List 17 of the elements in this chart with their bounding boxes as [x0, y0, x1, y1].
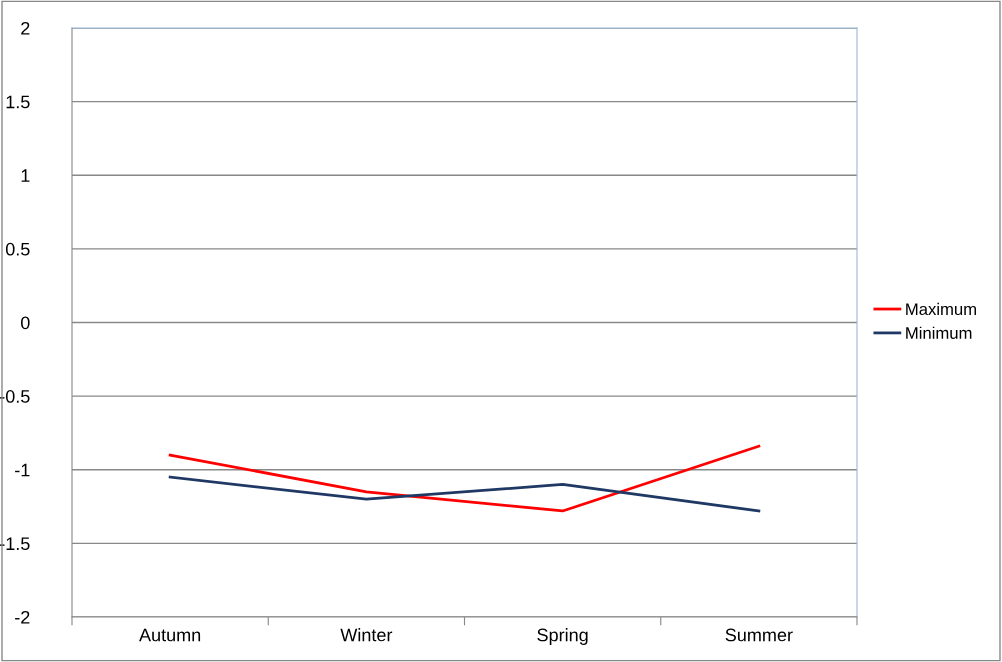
y-tick-label: 2	[21, 21, 30, 35]
y-tick-label: -1.5	[0, 537, 30, 551]
x-tick-label: Autumn	[139, 628, 201, 642]
y-tick-label: -1	[15, 463, 30, 477]
line-series	[168, 444, 761, 513]
y-tick-label: 1	[21, 169, 30, 182]
legend-label: Maximum	[906, 302, 976, 316]
y-tick-label: -0.5	[0, 390, 30, 403]
y-tick-label: 0.5	[5, 242, 30, 256]
x-tick-label: Winter	[340, 628, 393, 642]
y-tick-label: 1.5	[6, 95, 30, 109]
y-tick-label: 0	[21, 316, 30, 330]
legend-label: Minimum	[906, 326, 972, 339]
line-series	[168, 475, 761, 513]
x-tick-label: Spring	[537, 628, 588, 645]
x-tick-label: Summer	[725, 628, 793, 642]
y-tick-label: -2	[15, 610, 30, 624]
